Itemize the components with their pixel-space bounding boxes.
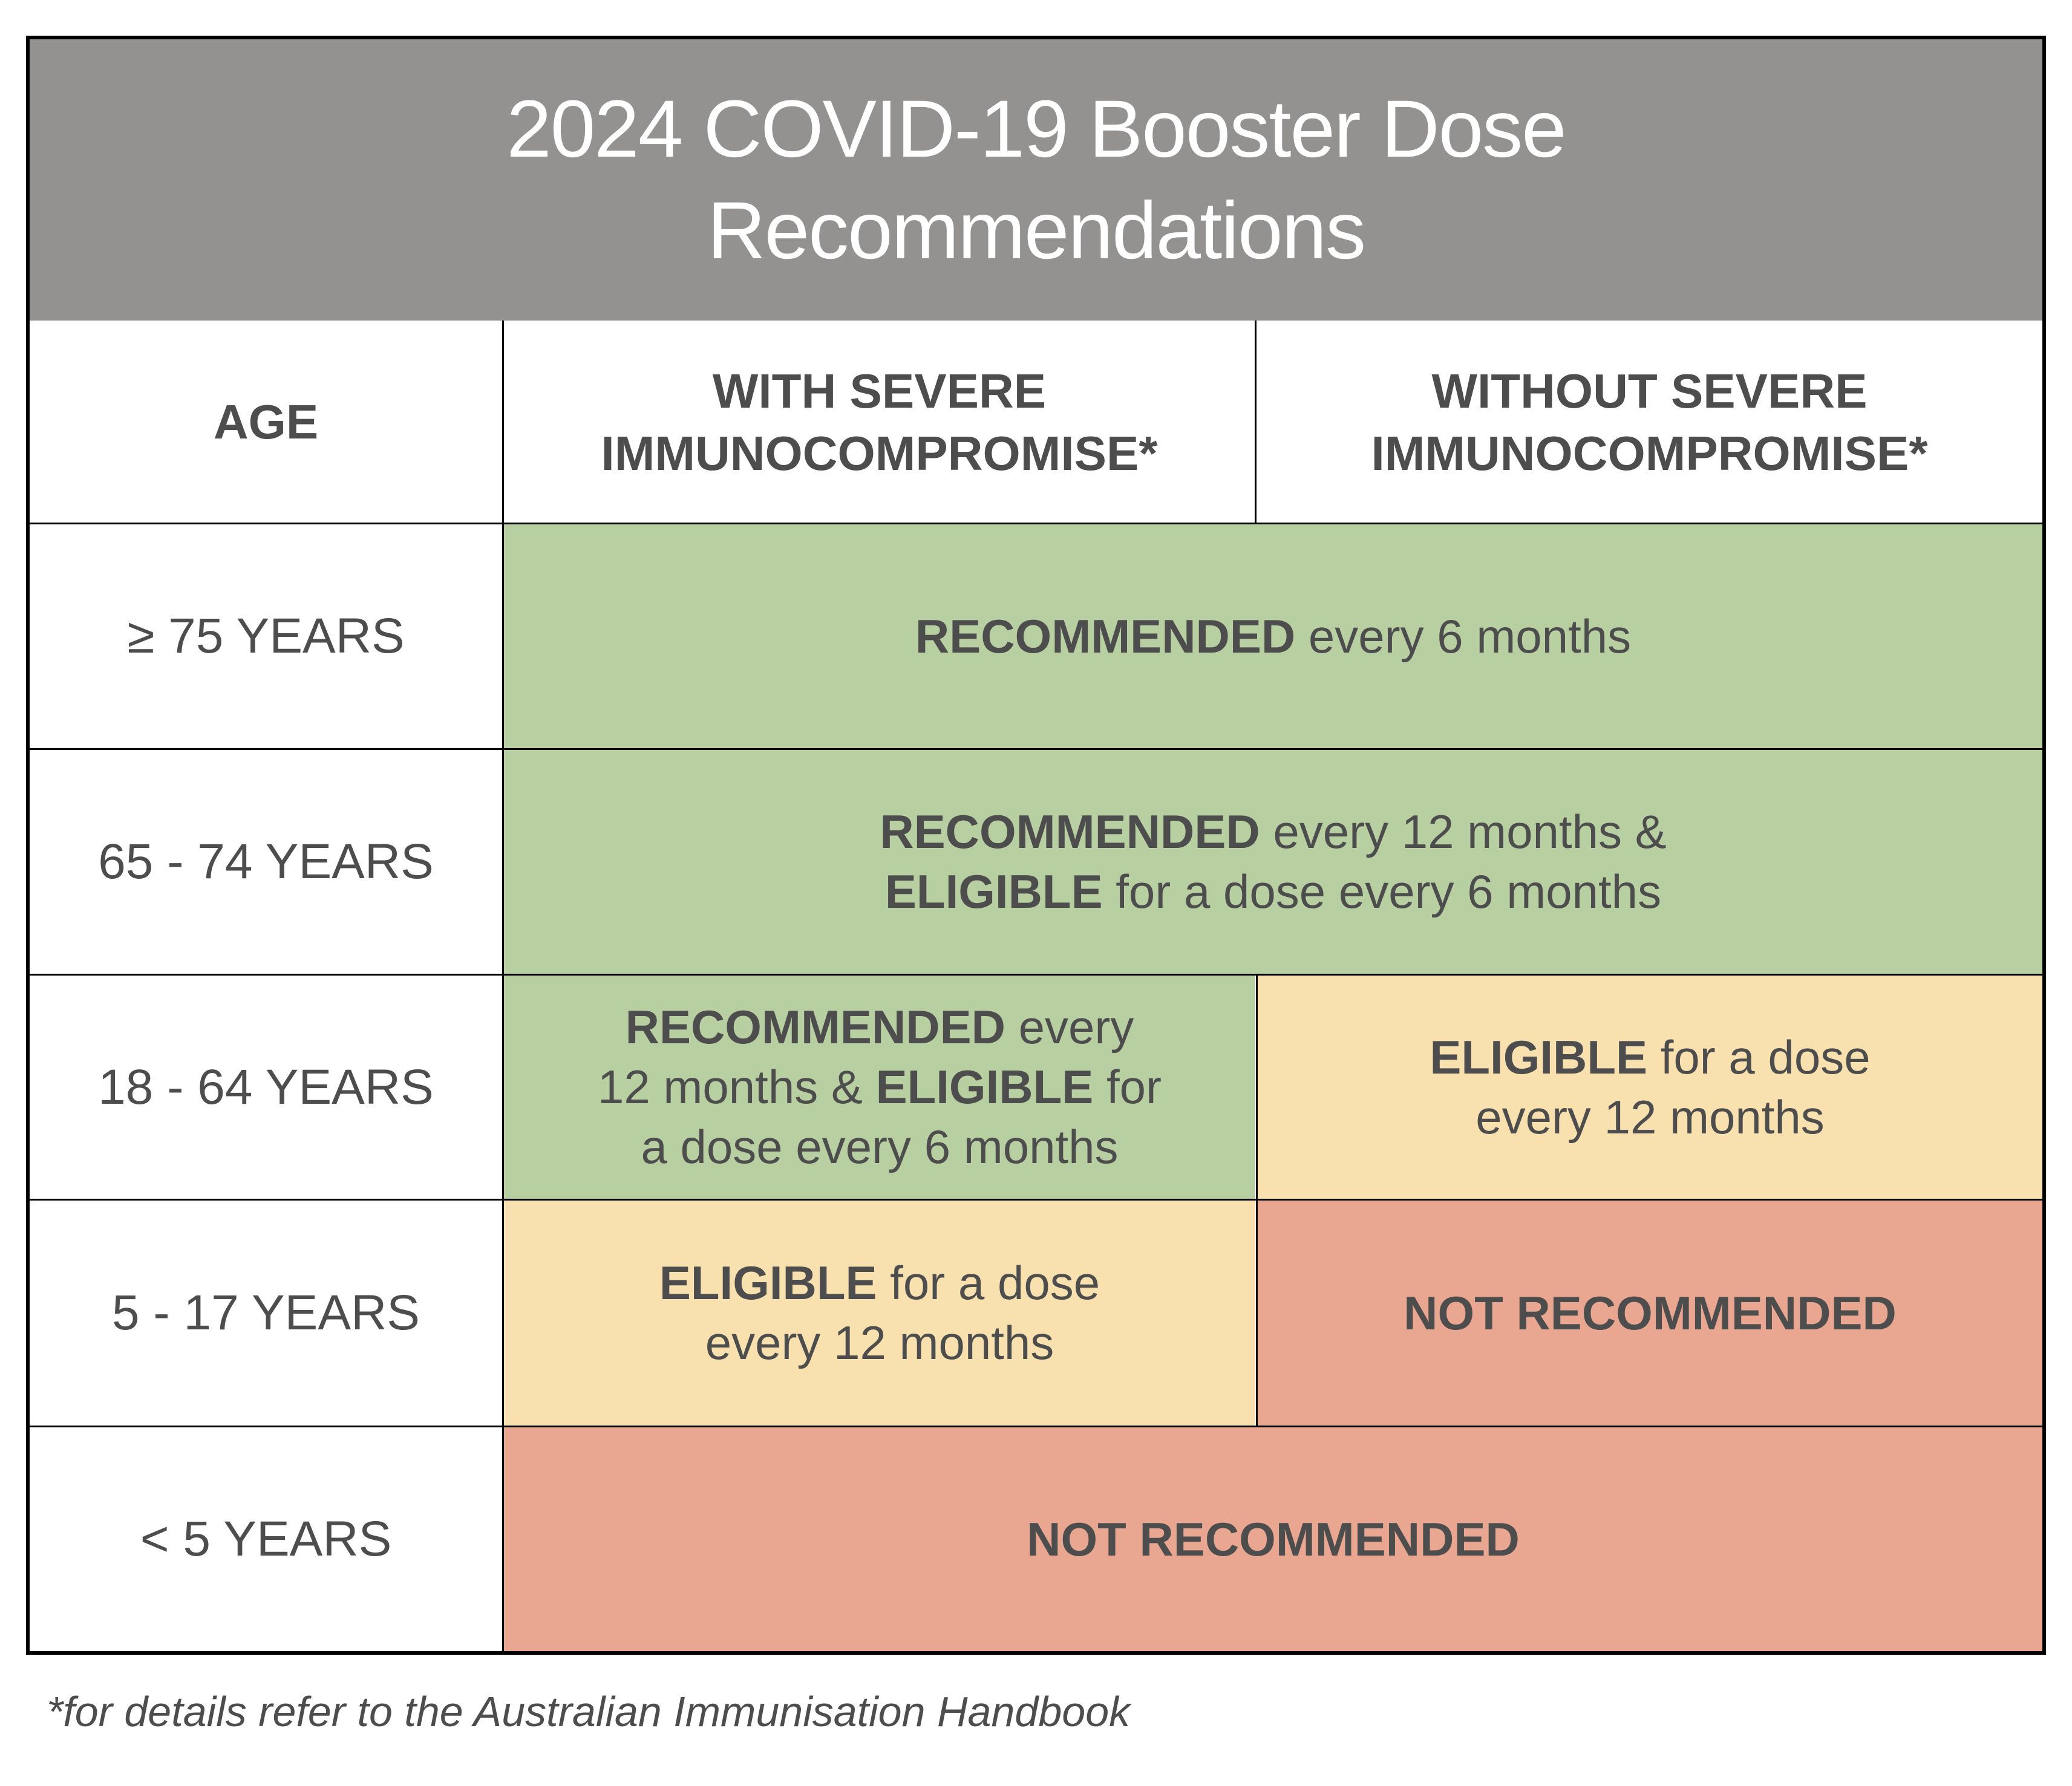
recommendation-cell-18-64-with-severe: RECOMMENDED every 12 months & ELIGIBLE f… — [504, 976, 1255, 1199]
without-severe-line-1: WITHOUT SEVERE — [1431, 363, 1868, 418]
booster-recommendations-table: 2024 COVID-19 Booster Dose Recommendatio… — [26, 36, 2046, 1655]
status-detail: for a dose every 6 months — [1102, 865, 1662, 918]
table-title: 2024 COVID-19 Booster Dose Recommendatio… — [30, 39, 2042, 321]
status-keyword: NOT RECOMMENDED — [1027, 1512, 1520, 1566]
recommendation-line: NOT RECOMMENDED — [1027, 1510, 1520, 1569]
recommendation-line: ELIGIBLE for a dose every 6 months — [885, 862, 1661, 922]
age-header-label: AGE — [213, 395, 319, 449]
divider-row-3 — [30, 1199, 2042, 1201]
footnote: *for details refer to the Australian Imm… — [47, 1688, 1131, 1735]
status-detail: every — [1005, 1000, 1134, 1054]
divider-row-4 — [30, 1426, 2042, 1427]
with-severe-line-1: WITH SEVERE — [712, 363, 1047, 418]
recommendation-cell-18-64-without-severe: ELIGIBLE for a dose every 12 months — [1258, 976, 2042, 1199]
divider-row-1 — [30, 748, 2042, 750]
recommendation-line: RECOMMENDED every 12 months & — [880, 802, 1666, 862]
age-cell-75-plus: ≥ 75 YEARS — [30, 524, 502, 748]
status-keyword: ELIGIBLE — [659, 1256, 877, 1309]
title-line-2: Recommendations — [707, 185, 1366, 276]
recommendation-line: ELIGIBLE for a dose — [659, 1253, 1100, 1313]
age-label: ≥ 75 YEARS — [127, 608, 405, 663]
age-cell-5-17: 5 - 17 YEARS — [30, 1201, 502, 1426]
age-cell-65-74: 65 - 74 YEARS — [30, 750, 502, 974]
age-label: 5 - 17 YEARS — [112, 1285, 420, 1340]
age-cell-18-64: 18 - 64 YEARS — [30, 976, 502, 1199]
column-header-without-severe: WITHOUT SEVERE IMMUNOCOMPROMISE* — [1257, 321, 2042, 523]
recommendation-line: RECOMMENDED every — [626, 997, 1134, 1057]
with-severe-line-2: IMMUNOCOMPROMISE* — [601, 426, 1158, 480]
recommendation-line: every 12 months — [1476, 1087, 1825, 1147]
column-header-with-severe: WITH SEVERE IMMUNOCOMPROMISE* — [504, 321, 1255, 523]
status-keyword: RECOMMENDED — [625, 1000, 1005, 1054]
status-keyword: ELIGIBLE — [875, 1060, 1094, 1113]
divider-age-column — [502, 321, 504, 1651]
status-detail: for a dose — [1647, 1030, 1871, 1084]
recommendation-line: every 12 months — [705, 1313, 1054, 1373]
status-keyword: RECOMMENDED — [915, 609, 1296, 663]
recommendation-cell-75-plus: RECOMMENDED every 6 months — [504, 524, 2042, 748]
age-label: < 5 YEARS — [140, 1511, 392, 1566]
recommendation-cell-5-17-without-severe: NOT RECOMMENDED — [1258, 1201, 2042, 1426]
recommendation-line: 12 months & ELIGIBLE for — [598, 1057, 1162, 1117]
age-cell-under-5: < 5 YEARS — [30, 1427, 502, 1651]
status-keyword: ELIGIBLE — [1430, 1030, 1648, 1084]
title-line-1: 2024 COVID-19 Booster Dose — [506, 83, 1566, 174]
status-detail: 12 months & — [598, 1060, 876, 1113]
recommendation-line: ELIGIBLE for a dose — [1430, 1028, 1870, 1087]
without-severe-line-2: IMMUNOCOMPROMISE* — [1371, 426, 1928, 480]
recommendation-line: a dose every 6 months — [641, 1117, 1118, 1177]
status-detail: every 12 months & — [1260, 805, 1667, 858]
divider-header-columns — [1255, 321, 1257, 524]
recommendation-line: NOT RECOMMENDED — [1404, 1283, 1897, 1343]
divider-row-2 — [30, 974, 2042, 976]
status-detail: a dose every 6 months — [641, 1120, 1119, 1173]
status-detail: every 12 months — [1476, 1090, 1825, 1144]
status-detail: every 12 months — [705, 1316, 1054, 1369]
recommendation-cell-5-17-with-severe: ELIGIBLE for a dose every 12 months — [504, 1201, 1255, 1426]
recommendation-line: RECOMMENDED every 6 months — [915, 607, 1631, 666]
status-keyword: RECOMMENDED — [880, 805, 1260, 858]
status-detail: for — [1093, 1060, 1162, 1113]
column-header-age: AGE — [30, 321, 502, 523]
age-label: 65 - 74 YEARS — [98, 834, 434, 889]
status-detail: for a dose — [877, 1256, 1100, 1309]
status-keyword: ELIGIBLE — [884, 865, 1103, 918]
recommendation-cell-65-74: RECOMMENDED every 12 months & ELIGIBLE f… — [504, 750, 2042, 974]
age-label: 18 - 64 YEARS — [98, 1059, 434, 1115]
status-detail: every 6 months — [1295, 609, 1632, 663]
status-keyword: NOT RECOMMENDED — [1404, 1286, 1897, 1340]
divider-split-rows — [1256, 976, 1258, 1427]
recommendation-cell-under-5: NOT RECOMMENDED — [504, 1427, 2042, 1651]
divider-header-row — [30, 523, 2042, 524]
